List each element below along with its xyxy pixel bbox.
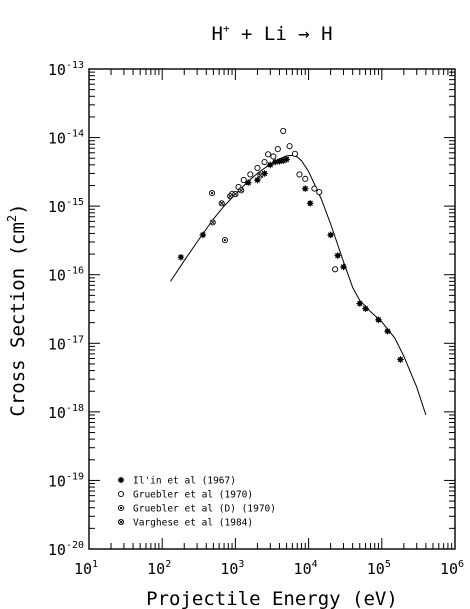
data-point-asterisk: [334, 252, 342, 259]
plot-frame: [88, 68, 456, 550]
y-tick-label: 10-17: [48, 334, 84, 353]
legend: Il'in et al (1967) Gruebler et al (1970) G…: [117, 476, 276, 529]
y-tick-label: 10-15: [48, 197, 84, 216]
legend-label: Gruebler et al (1970): [133, 490, 253, 501]
data-point-asterisk: [356, 300, 364, 307]
data-point-circle: [240, 177, 247, 184]
data-point-circle: [274, 146, 281, 153]
y-tick-label: 10-18: [48, 403, 84, 422]
data-point-circle: [261, 158, 268, 166]
data-point-asterisk: [306, 200, 314, 207]
y-tick-label: 10-16: [48, 266, 84, 285]
data-point-circle: [280, 127, 287, 134]
data-point-asterisk: [267, 161, 274, 169]
data-point-asterisk: [362, 305, 369, 312]
x-tick-label: 105: [367, 559, 391, 578]
legend-label: Gruebler et al (D) (1970): [133, 504, 276, 515]
y-tick-label: 10-14: [48, 129, 84, 148]
data-point-asterisk: [340, 263, 347, 271]
data-point-circle-cross: [209, 219, 216, 226]
y-tick-label: 10-20: [48, 540, 84, 559]
data-point-asterisk: [327, 231, 334, 239]
data-point-circle: [296, 171, 303, 178]
x-tick-label: 106: [440, 559, 464, 578]
y-axis-label: Cross Section (cm2): [5, 203, 29, 416]
legend-marker-circle-dot: [117, 504, 125, 512]
data-point-circle: [291, 150, 298, 157]
legend-marker-circle-cross: [117, 518, 125, 526]
data-point-asterisk: [384, 327, 391, 335]
data-point-asterisk: [271, 158, 279, 166]
y-tick-label: 10-13: [48, 60, 84, 79]
data-point-circle: [265, 151, 272, 158]
data-point-circle-cross: [257, 172, 264, 179]
data-point-circle: [311, 185, 318, 192]
y-tick-labels: 10-20 10-19 10-18 10-17 10-16 10-15 10-14 10-13: [48, 60, 84, 559]
data-point-circle-cross: [218, 200, 225, 207]
data-point-circle: [254, 164, 261, 172]
data-point-circle: [332, 266, 339, 273]
x-tick-label: 102: [147, 559, 171, 578]
legend-label: Varghese et al (1984): [133, 518, 253, 529]
data-point-circle: [270, 153, 277, 160]
fit-curve: [170, 154, 427, 416]
x-tick-label: 101: [74, 559, 98, 578]
data-point-circle: [316, 189, 323, 196]
data-point-circle: [286, 143, 293, 150]
data-point-circle: [302, 175, 309, 182]
data-point-asterisk: [301, 185, 309, 192]
legend-marker-asterisk: [117, 476, 125, 484]
data-point-circle: [247, 171, 254, 178]
data-points: [177, 127, 404, 363]
data-point-circle-cross: [232, 191, 239, 198]
x-tick-labels: 101 102 103 104 105 106: [74, 559, 464, 578]
data-point-asterisk: [283, 156, 290, 163]
legend-marker-circle: [117, 490, 125, 498]
data-point-asterisk: [177, 253, 185, 261]
data-point-asterisk: [254, 176, 261, 184]
data-point-circle-dot: [209, 190, 216, 197]
chart-title: H+ + Li → H: [211, 22, 332, 45]
axis-ticks: [88, 68, 456, 550]
y-tick-label: 10-19: [48, 471, 84, 490]
data-point-circle-cross: [238, 187, 245, 194]
legend-label: Il'in et al (1967): [133, 476, 236, 487]
data-point-circle-cross: [227, 193, 234, 200]
x-axis-label: Projectile Energy (eV): [146, 588, 398, 609]
data-point-asterisk: [375, 316, 382, 324]
x-tick-label: 104: [294, 559, 318, 578]
x-tick-label: 103: [220, 559, 244, 578]
data-point-asterisk: [397, 356, 404, 363]
data-point-circle-dot: [221, 237, 229, 244]
data-point-asterisk: [199, 231, 207, 239]
data-point-asterisk: [244, 179, 252, 186]
